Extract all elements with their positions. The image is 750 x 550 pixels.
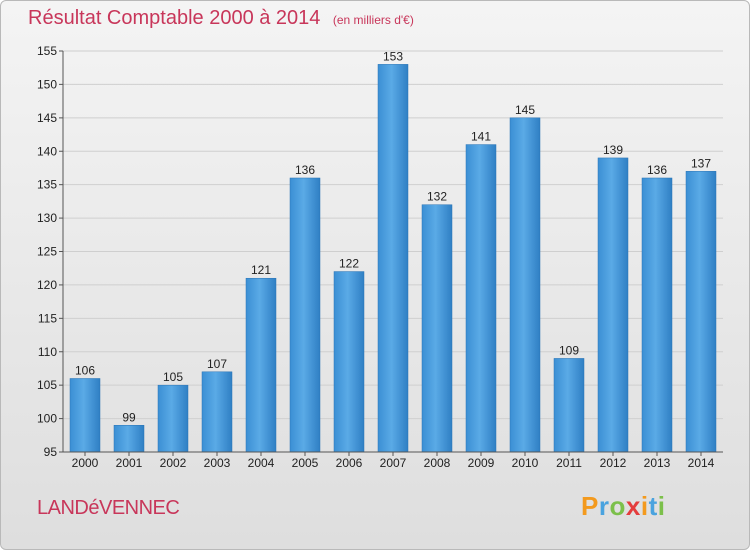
value-label-2014: 137 xyxy=(691,156,711,170)
logo-letter: r xyxy=(598,491,610,521)
bar-2005 xyxy=(289,177,321,453)
bar-2008 xyxy=(421,204,453,453)
proxiti-logo: Proxiti xyxy=(581,491,665,522)
y-tick-label: 120 xyxy=(37,278,57,292)
logo-letter: i xyxy=(640,491,649,521)
x-tick-label: 2007 xyxy=(380,456,407,470)
value-label-2000: 106 xyxy=(75,363,95,377)
chart-title-main: Résultat Comptable 2000 à 2014 xyxy=(28,7,321,29)
y-tick-label: 145 xyxy=(37,111,57,125)
logo-letter: i xyxy=(657,491,666,521)
value-label-2007: 153 xyxy=(383,49,403,63)
bar-2013 xyxy=(641,177,673,453)
x-tick-label: 2005 xyxy=(292,456,319,470)
x-tick-label: 2000 xyxy=(72,456,99,470)
x-tick-label: 2010 xyxy=(512,456,539,470)
y-tick-label: 100 xyxy=(37,412,57,426)
bar-2004 xyxy=(245,277,277,453)
commune-name: LANDéVENNEC xyxy=(37,497,180,519)
value-label-2002: 105 xyxy=(163,370,183,384)
value-label-2013: 136 xyxy=(647,163,667,177)
y-tick-label: 130 xyxy=(37,211,57,225)
value-label-2003: 107 xyxy=(207,357,227,371)
bar-2009 xyxy=(465,144,497,453)
logo-letter: t xyxy=(648,491,658,521)
value-label-2008: 132 xyxy=(427,190,447,204)
value-label-2011: 109 xyxy=(559,343,579,357)
y-tick-label: 140 xyxy=(37,144,57,158)
x-tick-label: 2009 xyxy=(468,456,495,470)
x-tick-label: 2004 xyxy=(248,456,275,470)
y-tick-label: 125 xyxy=(37,245,57,259)
x-tick-label: 2001 xyxy=(116,456,143,470)
x-tick-label: 2002 xyxy=(160,456,187,470)
value-label-2001: 99 xyxy=(122,410,136,424)
bar-2006 xyxy=(333,271,365,453)
x-tick-label: 2011 xyxy=(556,456,582,470)
bar-2001 xyxy=(113,425,145,453)
value-label-2005: 136 xyxy=(295,163,315,177)
bar-2007 xyxy=(377,64,409,453)
x-tick-label: 2008 xyxy=(424,456,451,470)
value-label-2006: 122 xyxy=(339,257,359,271)
value-label-2012: 139 xyxy=(603,143,623,157)
x-tick-label: 2014 xyxy=(688,456,715,470)
value-label-2004: 121 xyxy=(251,263,271,277)
logo-letter: x xyxy=(625,491,641,521)
bar-2002 xyxy=(157,384,189,453)
bar-2011 xyxy=(553,358,585,453)
bar-2012 xyxy=(597,157,629,453)
y-tick-label: 105 xyxy=(37,378,57,392)
y-tick-label: 95 xyxy=(44,445,58,459)
value-label-2010: 145 xyxy=(515,103,535,117)
x-tick-label: 2012 xyxy=(600,456,627,470)
logo-letter: P xyxy=(581,491,599,521)
logo-letter: o xyxy=(609,491,626,521)
bar-2003 xyxy=(201,371,233,453)
y-tick-label: 150 xyxy=(37,77,57,91)
y-tick-label: 110 xyxy=(38,345,57,359)
bar-2014 xyxy=(685,171,717,453)
x-tick-label: 2013 xyxy=(644,456,671,470)
chart-title-unit: (en milliers d'€) xyxy=(332,13,414,27)
y-tick-label: 155 xyxy=(37,44,57,58)
x-tick-label: 2006 xyxy=(336,456,363,470)
bar-2000 xyxy=(69,378,101,453)
x-tick-label: 2003 xyxy=(204,456,231,470)
y-tick-label: 135 xyxy=(37,178,57,192)
value-label-2009: 141 xyxy=(471,130,491,144)
y-tick-label: 115 xyxy=(38,311,57,325)
bar-2010 xyxy=(509,117,541,453)
chart-title: Résultat Comptable 2000 à 2014 (en milli… xyxy=(28,7,414,30)
